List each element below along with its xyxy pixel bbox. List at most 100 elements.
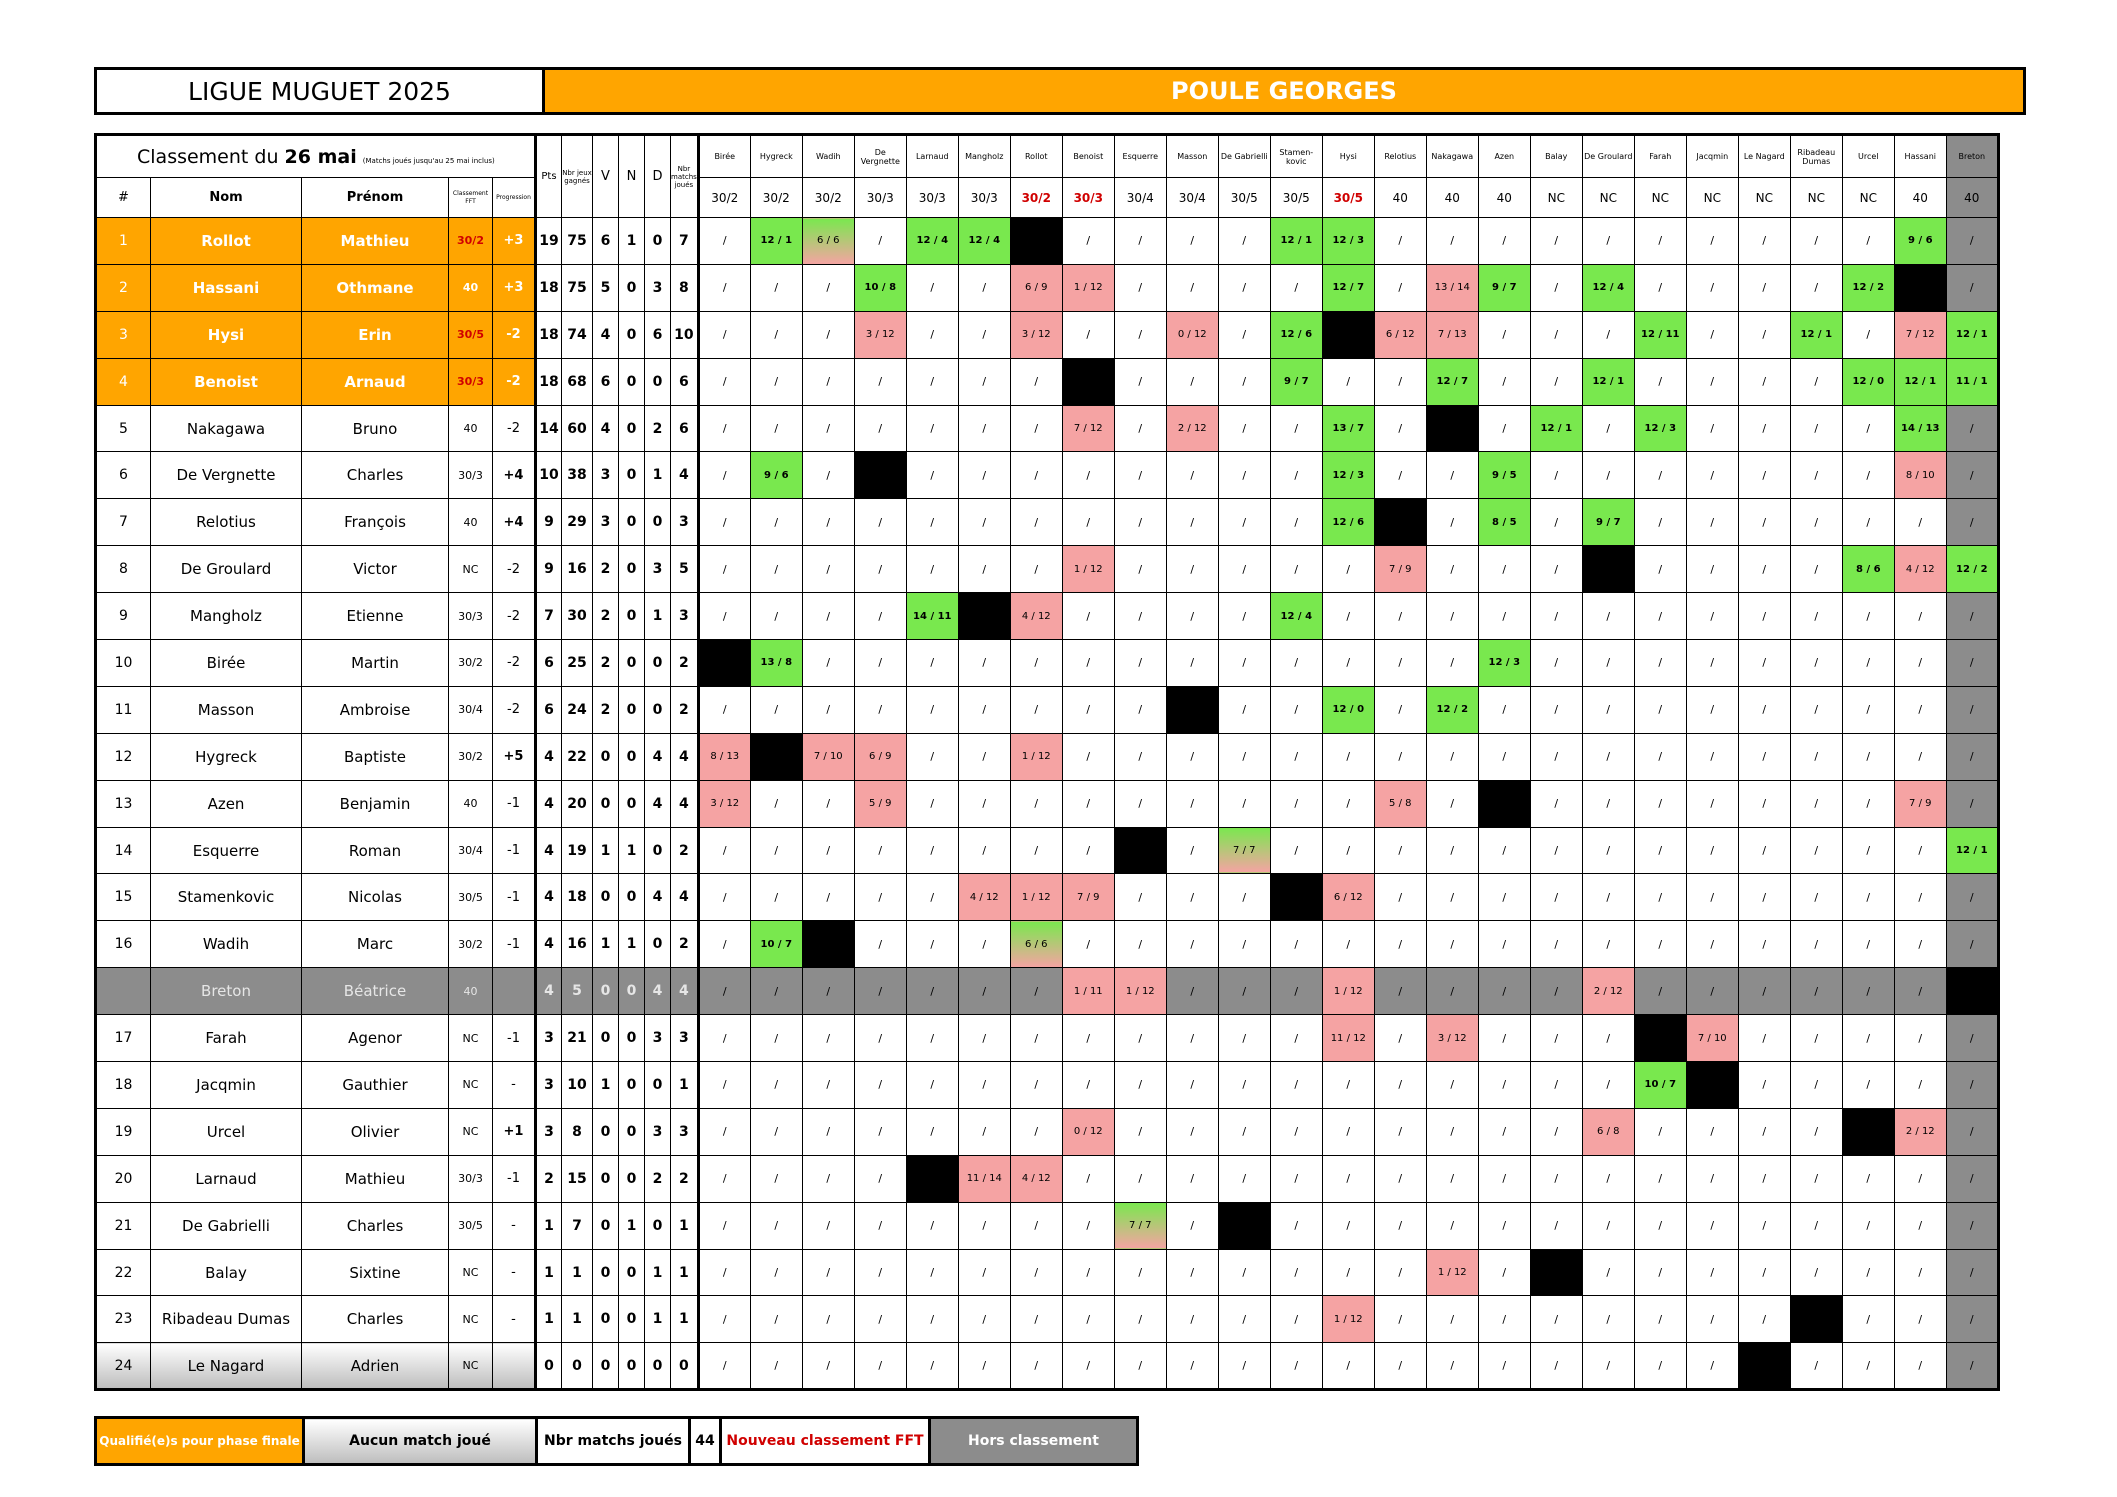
no-result-mark: / (1633, 545, 1687, 594)
col-nom: Nom (150, 177, 302, 218)
no-result-mark: / (1581, 1201, 1635, 1250)
match-result: 12 / 3 (1477, 639, 1531, 687)
no-result-mark: / (905, 451, 959, 500)
no-result-mark: / (1737, 545, 1791, 594)
no-result-mark: / (853, 357, 907, 406)
col-jeux: Nbr jeux gagnés (561, 133, 593, 218)
no-result-mark: / (749, 1295, 803, 1344)
player-progression: - (492, 1248, 536, 1297)
no-result-mark: / (1737, 639, 1791, 687)
match-result: 8 / 5 (1477, 498, 1531, 547)
no-result-mark: / (853, 1201, 907, 1250)
no-result-mark: / (749, 1248, 803, 1297)
player-games-won: 16 (561, 545, 593, 594)
no-result-mark: / (1581, 779, 1635, 828)
no-result-mark: / (749, 1201, 803, 1250)
player-games-won: 15 (561, 1154, 593, 1203)
player-games-won: 75 (561, 217, 593, 265)
no-result-mark: / (1269, 920, 1323, 969)
no-result-mark: / (1789, 873, 1843, 922)
player-progression (492, 967, 536, 1016)
no-result-mark: / (749, 967, 803, 1016)
no-result-mark: / (1685, 1154, 1739, 1203)
no-result-mark: / (1581, 592, 1635, 641)
no-result-mark: / (1841, 1342, 1895, 1392)
no-result-mark: / (957, 732, 1011, 781)
opponent-class: 40 (1425, 177, 1479, 218)
no-result-mark: / (1581, 451, 1635, 500)
no-result-mark: / (957, 779, 1011, 828)
no-result-mark: / (1581, 639, 1635, 687)
table-row: 19 Urcel Olivier NC +1 3 8 0 0 3 3// / / / //0 / 12// /… (94, 1107, 2053, 1156)
player-class: NC (448, 1295, 493, 1344)
player-games-won: 1 (561, 1248, 593, 1297)
opponent-name: Urcel (1841, 133, 1895, 178)
no-result-mark: / (1061, 685, 1115, 734)
no-result-mark: / (801, 451, 855, 500)
no-result-mark: / (1165, 732, 1219, 781)
self-cell (1581, 545, 1635, 594)
match-result: 3 / 12 (697, 779, 751, 828)
player-matches: 4 (670, 967, 700, 1016)
no-result-mark: / (1061, 779, 1115, 828)
no-result-mark: / (801, 310, 855, 359)
player-losses: 0 (644, 685, 671, 734)
no-result-mark: / (1269, 1342, 1323, 1392)
no-result-mark: / (1737, 967, 1791, 1016)
no-result-mark: / (1893, 732, 1947, 781)
player-class: 30/4 (448, 685, 493, 734)
no-result-mark: / (1061, 1295, 1115, 1344)
match-result: 14 / 13 (1893, 404, 1947, 453)
no-result-mark: / (749, 357, 803, 406)
no-result-mark: / (1165, 451, 1219, 500)
no-result-mark: / (1737, 1295, 1791, 1344)
player-rank: 20 (94, 1154, 151, 1203)
no-result-mark: / (1373, 639, 1427, 687)
player-games-won: 19 (561, 826, 593, 875)
no-result-mark: / (1633, 685, 1687, 734)
col-mj: Nbr matchs joués (670, 133, 700, 218)
no-result-mark: / (1217, 1248, 1271, 1297)
match-result: 6 / 9 (853, 732, 907, 781)
col-n: N (618, 133, 645, 218)
self-cell (1685, 1061, 1739, 1109)
player-wins: 1 (592, 920, 619, 969)
player-rank: 3 (94, 310, 151, 359)
no-result-mark: / (1373, 357, 1427, 406)
no-result-mark: / (1633, 263, 1687, 312)
player-matches: 1 (670, 1295, 700, 1344)
no-result-mark: / (1685, 920, 1739, 969)
player-points: 18 (534, 263, 562, 312)
no-result-mark: / (1113, 779, 1167, 828)
no-result-mark: / (1217, 1107, 1271, 1156)
no-result-mark: / (1685, 498, 1739, 547)
opponent-class: NC (1633, 177, 1687, 218)
no-result-mark: / (1789, 592, 1843, 641)
no-result-mark: / (801, 592, 855, 641)
player-rank: 5 (94, 404, 151, 453)
no-result-mark: / (1581, 1014, 1635, 1063)
table-row: 8 De Groulard Victor NC -2 9 16 2 0 3 5// / / / //1 / … (94, 545, 2053, 594)
no-result-mark: / (1893, 1248, 1947, 1297)
no-result-mark: / (1841, 920, 1895, 969)
table-row: 7 Relotius François 40 +4 9 29 3 0 0 3// / / / / / / / / / /… (94, 498, 2053, 547)
opponent-class: 30/2 (749, 177, 803, 218)
no-result-mark: / (749, 1154, 803, 1203)
player-progression: -2 (492, 404, 536, 453)
player-class: NC (448, 1107, 493, 1156)
player-rank: 8 (94, 545, 151, 594)
no-result-mark: / (749, 592, 803, 641)
no-result-mark: / (697, 217, 751, 265)
no-result-mark: / (1841, 732, 1895, 781)
match-result: 6 / 9 (1009, 263, 1063, 312)
match-result: 11 / 14 (957, 1154, 1011, 1203)
no-result-mark: / (1477, 310, 1531, 359)
no-result-mark: / (1477, 1201, 1531, 1250)
no-result-mark: / (1737, 920, 1791, 969)
no-result-mark: / (1321, 1061, 1375, 1109)
no-result-mark: / (905, 779, 959, 828)
no-result-mark: / (1217, 545, 1271, 594)
no-result-mark: / (697, 1107, 751, 1156)
no-result-mark: / (1113, 1342, 1167, 1392)
no-result-mark: / (853, 1295, 907, 1344)
